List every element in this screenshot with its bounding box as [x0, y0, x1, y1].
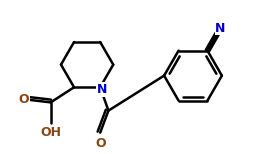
Text: O: O — [95, 137, 105, 150]
Text: O: O — [19, 93, 29, 106]
Text: OH: OH — [40, 126, 61, 139]
Text: N: N — [97, 83, 107, 96]
Text: N: N — [215, 22, 225, 35]
